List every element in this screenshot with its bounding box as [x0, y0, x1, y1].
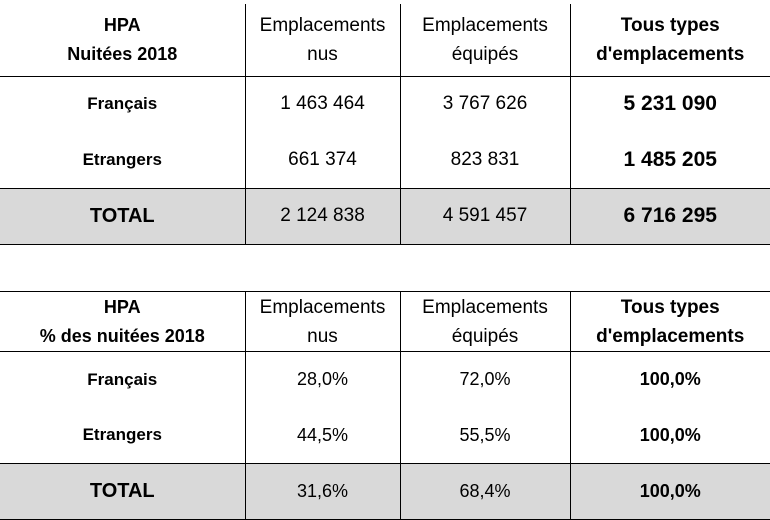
cell-total: 1 485 205: [623, 147, 717, 171]
header-line-2: d'emplacements: [596, 43, 745, 65]
cell-equipes: 4 591 457: [400, 187, 571, 245]
row-label: Français: [0, 76, 246, 132]
cell-total: 100,0%: [639, 424, 701, 445]
cell-total: 5 231 090: [623, 92, 717, 116]
cell-equipes: 68,4%: [400, 463, 571, 520]
header-line-2: équipés: [451, 325, 519, 347]
header-emplacements-equipes: Emplacements équipés: [400, 291, 571, 352]
cell-total: 100,0%: [570, 463, 770, 520]
header-line-2: nus: [307, 43, 338, 65]
row-label: TOTAL: [0, 187, 246, 245]
header-line-1: Emplacements: [422, 14, 548, 36]
cell-nus: 44,5%: [245, 407, 401, 464]
cell-nus: 661 374: [245, 132, 401, 188]
cell-equipes: 823 831: [400, 132, 571, 188]
table-row: Français 1 463 464 3 767 626 5 231 090: [0, 76, 770, 132]
header-emplacements-nus: Emplacements nus: [245, 291, 401, 352]
table-header-row: HPA Nuitées 2018 Emplacements nus Emplac…: [0, 4, 770, 77]
table-row: Etrangers 44,5% 55,5% 100,0%: [0, 407, 770, 464]
row-label: TOTAL: [0, 463, 246, 520]
header-tous-types: Tous types d'emplacements: [570, 4, 770, 77]
cell-nus: 31,6%: [245, 463, 401, 520]
header-emplacements-nus: Emplacements nus: [245, 4, 401, 77]
header-line-2: nus: [307, 325, 338, 347]
header-line-2: équipés: [451, 43, 519, 65]
title-line-1: HPA: [103, 14, 141, 35]
row-label: Français: [0, 351, 246, 408]
header-emplacements-equipes: Emplacements équipés: [400, 4, 571, 77]
header-line-1: Emplacements: [259, 296, 386, 318]
header-line-2: d'emplacements: [596, 325, 745, 347]
title-line-1: HPA: [103, 296, 141, 317]
cell-nus: 2 124 838: [245, 187, 401, 245]
header-line-1: Tous types: [620, 296, 720, 318]
header-tous-types: Tous types d'emplacements: [570, 291, 770, 352]
nuitees-table: HPA Nuitées 2018 Emplacements nus Emplac…: [0, 4, 770, 245]
row-label: Etrangers: [0, 132, 246, 188]
cell-equipes: 72,0%: [400, 351, 571, 408]
table-row: Etrangers 661 374 823 831 1 485 205: [0, 132, 770, 188]
header-line-1: Emplacements: [422, 296, 548, 318]
header-line-1: Tous types: [620, 14, 720, 36]
cell-nus: 28,0%: [245, 351, 401, 408]
table-title: HPA % des nuitées 2018: [0, 291, 246, 352]
cell-nus: 1 463 464: [245, 76, 401, 132]
table-row: Français 28,0% 72,0% 100,0%: [0, 351, 770, 408]
table-header-row: HPA % des nuitées 2018 Emplacements nus …: [0, 291, 770, 352]
title-line-2: Nuitées 2018: [67, 43, 178, 64]
cell-equipes: 55,5%: [400, 407, 571, 464]
table-title: HPA Nuitées 2018: [0, 4, 246, 77]
header-line-1: Emplacements: [259, 14, 386, 36]
table-total-row: TOTAL 2 124 838 4 591 457 6 716 295: [0, 187, 770, 245]
cell-total: 100,0%: [639, 369, 701, 390]
table-total-row: TOTAL 31,6% 68,4% 100,0%: [0, 463, 770, 520]
row-label: Etrangers: [0, 407, 246, 464]
pourcentage-table: HPA % des nuitées 2018 Emplacements nus …: [0, 291, 770, 520]
cell-equipes: 3 767 626: [400, 76, 571, 132]
title-line-2: % des nuitées 2018: [39, 325, 205, 346]
cell-total: 6 716 295: [570, 187, 770, 245]
